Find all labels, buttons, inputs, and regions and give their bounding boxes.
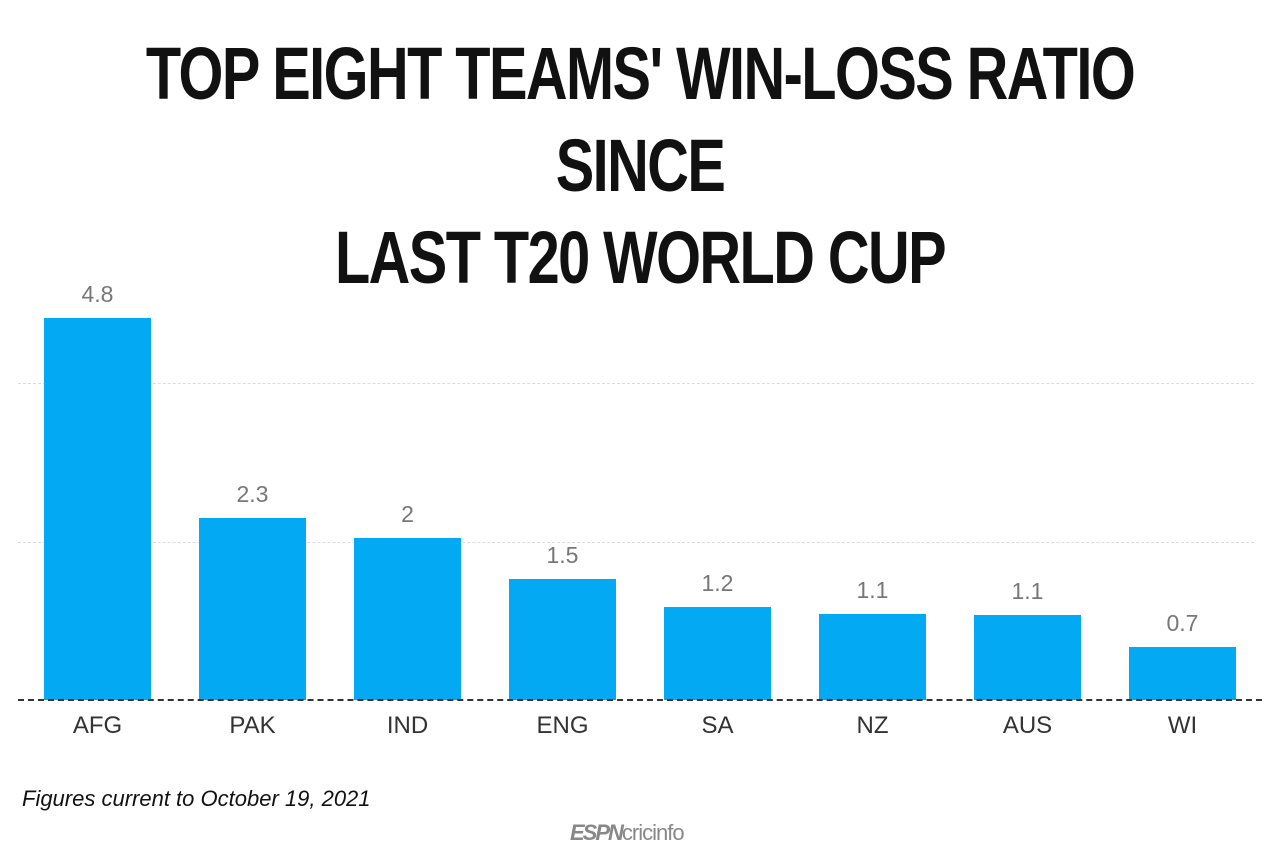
category-label-nz: NZ [856,712,889,739]
footnote: Figures current to October 19, 2021 [22,786,371,811]
chart-title: TOP EIGHT TEAMS' WIN-LOSS RATIO SINCE LA… [141,28,1139,304]
bar-pak [199,518,306,700]
bar-nz [819,614,926,700]
value-label-sa: 1.2 [701,570,734,596]
value-label-pak: 2.3 [236,481,269,507]
chart-plot-area: 4.8 2.3 2 1.5 1.2 1.1 1.1 0.7 AFG PAK IN… [18,281,1262,739]
x-axis-baseline [18,699,1262,701]
chart-title-line-2: LAST T20 WORLD CUP [334,216,947,299]
category-label-aus: AUS [1002,712,1053,739]
category-label-ind: IND [386,712,429,739]
bar-aus [974,615,1081,700]
value-label-wi: 0.7 [1166,610,1199,636]
espncricinfo-logo: ESPNcricinfo [570,820,685,846]
bar-eng [509,579,616,700]
espn-wordmark: ESPN [570,820,624,845]
category-label-eng: ENG [536,712,589,739]
gridline-2 [18,542,1254,543]
bar-wi [1129,647,1236,700]
category-label-afg: AFG [72,712,123,739]
value-label-aus: 1.1 [1011,578,1044,604]
category-label-pak: PAK [229,712,276,739]
value-label-eng: 1.5 [546,542,579,568]
bar-ind [354,538,461,700]
value-label-ind: 2 [401,501,414,527]
value-label-nz: 1.1 [856,577,889,603]
gridline-4 [18,383,1254,384]
chart-title-line-1: TOP EIGHT TEAMS' WIN-LOSS RATIO SINCE [145,32,1136,207]
bar-afg [44,318,151,700]
bar-sa [664,607,771,700]
cricinfo-wordmark: cricinfo [621,820,685,845]
category-label-wi: WI [1167,712,1198,739]
value-label-afg: 4.8 [81,281,114,307]
category-label-sa: SA [701,712,734,739]
